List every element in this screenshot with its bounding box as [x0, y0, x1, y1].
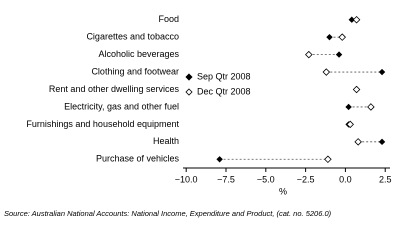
legend-label: Sep Qtr 2008 — [197, 71, 251, 81]
legend-marker — [185, 88, 193, 96]
y-tick-label: Rent and other dwelling services — [49, 84, 180, 94]
marker — [322, 68, 331, 76]
marker — [324, 155, 332, 164]
marker — [345, 103, 352, 111]
marker — [216, 156, 223, 163]
y-tick-label: Food — [158, 14, 179, 24]
marker — [335, 51, 343, 58]
source-note: Source: Australian National Accounts: Na… — [4, 209, 332, 218]
y-tick-label: Furnishings and household equipment — [26, 119, 179, 129]
x-tick-label: −2.5 — [297, 174, 315, 184]
marker — [348, 16, 355, 23]
marker — [354, 138, 362, 146]
y-tick-label: Cigarettes and tobacco — [86, 32, 179, 42]
y-tick-label: Purchase of vehicles — [96, 154, 180, 164]
chart: % Source: Australian National Accounts: … — [4, 14, 392, 218]
marker — [352, 15, 361, 24]
legend-label: Dec Qtr 2008 — [197, 86, 251, 96]
marker — [338, 33, 346, 41]
marker — [352, 85, 361, 94]
x-tick-label: −10.0 — [175, 174, 198, 184]
x-tick-label: −5.0 — [257, 174, 275, 184]
x-axis-label: % — [279, 186, 287, 196]
legend-marker — [185, 73, 193, 81]
y-tick-label: Clothing and footwear — [91, 66, 179, 76]
x-tick-label: 2.5 — [379, 174, 392, 184]
marker — [305, 50, 313, 59]
x-tick-label: 0.0 — [339, 174, 352, 184]
marker — [378, 68, 386, 76]
marker — [346, 120, 354, 129]
y-tick-label: Health — [153, 136, 179, 146]
y-tick-label: Alcoholic beverages — [98, 49, 179, 59]
x-tick-label: −7.5 — [217, 174, 235, 184]
marker — [326, 33, 333, 41]
marker — [378, 138, 386, 146]
marker — [367, 103, 375, 111]
y-tick-label: Electricity, gas and other fuel — [64, 101, 179, 111]
